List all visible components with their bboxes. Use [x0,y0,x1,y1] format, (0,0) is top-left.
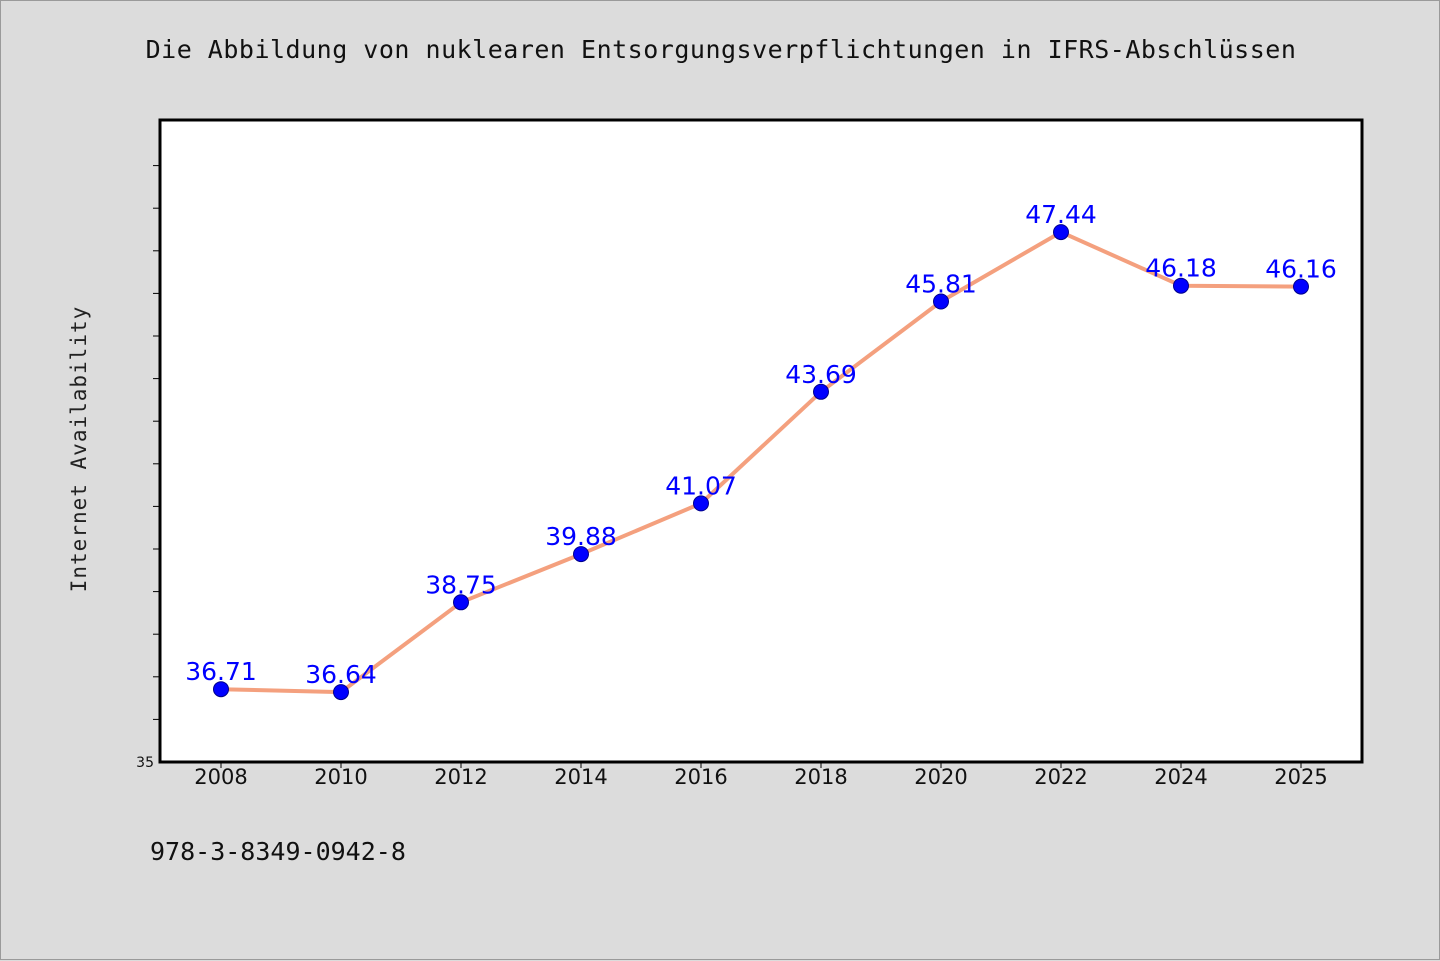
x-tick-label: 2016 [674,765,727,789]
data-point [333,684,349,701]
data-label: 43.69 [785,360,857,389]
data-point [1293,278,1309,295]
data-point [453,594,469,611]
data-point [573,546,589,563]
x-tick-label: 2020 [914,765,967,789]
data-label: 46.16 [1265,255,1337,284]
data-label: 39.88 [545,522,617,551]
x-tick-label: 2008 [194,765,247,789]
data-markers [213,224,1309,701]
x-tick-label: 2018 [794,765,847,789]
series-line [219,230,1303,695]
data-point [1053,224,1069,241]
y-tick-label: 35 [136,755,154,771]
data-label: 47.44 [1025,200,1097,229]
data-label: 36.71 [185,657,257,686]
chart-title: Die Abbildung von nuklearen Entsorgungsv… [145,35,1297,64]
data-point [933,293,949,310]
data-labels: 36.71 36.64 38.75 39.88 41.07 43.69 45.81 47.44… [185,200,1337,689]
data-point [213,681,229,698]
x-tick-label: 2012 [434,765,487,789]
data-point [693,495,709,512]
data-label: 36.64 [305,660,377,689]
data-point [813,383,829,400]
data-label: 38.75 [425,570,497,599]
x-tick-label: 2010 [314,765,367,789]
data-label: 46.18 [1145,254,1217,283]
x-tick-label: 2024 [1154,765,1207,789]
x-tick-label: 2022 [1034,765,1087,789]
plot-area [158,118,1364,764]
x-tick-label: 2014 [554,765,607,789]
data-label: 41.07 [665,471,737,500]
y-axis-ticks: 35 [136,165,160,771]
data-point [1173,277,1189,294]
x-axis-ticks: 2008 2010 2012 2014 2016 2018 2020 2022 2024 2025 [194,762,1328,789]
isbn-code: 978-3-8349-0942-8 [150,837,406,866]
data-label: 45.81 [905,270,977,299]
x-tick-label: 2025 [1274,765,1327,789]
